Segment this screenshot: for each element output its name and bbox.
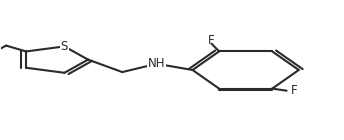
Text: NH: NH <box>148 57 165 70</box>
Text: S: S <box>61 40 68 53</box>
Text: F: F <box>291 84 298 97</box>
Text: F: F <box>208 34 215 47</box>
